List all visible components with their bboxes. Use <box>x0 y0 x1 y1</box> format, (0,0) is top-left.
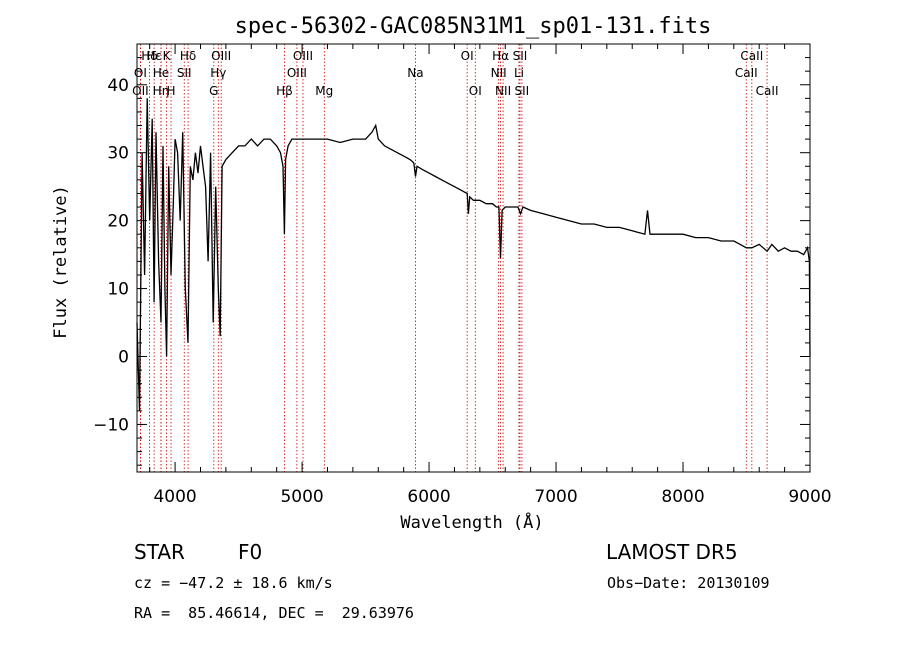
ra-dec: RA = 85.46614, DEC = 29.63976 <box>134 604 414 622</box>
marker-label-11: Hγ <box>210 66 226 80</box>
line-marker-labels: Hδ OI OII Hε Hη He K H Hδ SII OIII Hγ G Hβ OIII OIII Mg N… <box>132 49 778 98</box>
spectrum-line <box>136 98 811 411</box>
marker-label-3: Hε <box>146 49 162 63</box>
x-tick-label: 6000 <box>407 487 450 507</box>
x-tick-label: 5000 <box>280 487 323 507</box>
marker-label-24: Li <box>514 66 524 80</box>
cz-velocity: cz = −47.2 ± 18.6 km/s <box>134 574 333 592</box>
y-tick-label: −10 <box>93 415 129 435</box>
line-markers <box>140 44 768 472</box>
marker-label-27: CaII <box>735 66 758 80</box>
marker-label-5: He <box>153 66 169 80</box>
y-tick-label: 20 <box>107 212 129 232</box>
y-axis-label: Flux (relative) <box>51 185 71 339</box>
marker-label-21: NII <box>491 66 507 80</box>
x-axis-label: Wavelength (Å) <box>400 511 543 533</box>
chart-title: spec-56302-GAC085N31M1_sp01-131.fits <box>235 14 712 39</box>
x-tick-label: 4000 <box>153 487 196 507</box>
marker-label-28: CaII <box>756 84 779 98</box>
marker-label-15: OIII <box>287 66 307 80</box>
x-tick-label: 9000 <box>788 487 831 507</box>
marker-label-13: Hβ <box>276 84 293 98</box>
x-tick-label: 8000 <box>661 487 704 507</box>
class-label: STAR <box>134 540 185 564</box>
marker-label-4: Hη <box>153 84 170 98</box>
marker-label-2: OII <box>132 84 149 98</box>
marker-label-14: OIII <box>293 49 313 63</box>
subclass-label: F0 <box>238 540 263 564</box>
marker-label-0: Hδ <box>141 49 157 63</box>
marker-label-20: Hα <box>492 49 509 63</box>
plot-frame <box>136 43 811 473</box>
marker-label-18: OI <box>461 49 474 63</box>
marker-label-22: NII <box>495 84 511 98</box>
marker-label-17: Na <box>407 66 423 80</box>
y-axis: −10 0 10 20 30 40 <box>93 43 810 466</box>
x-tick-label: 7000 <box>534 487 577 507</box>
marker-label-1: OI <box>134 66 147 80</box>
marker-label-19: OI <box>469 84 482 98</box>
y-tick-label: 10 <box>107 280 129 300</box>
marker-label-16: Mg <box>315 84 333 98</box>
y-tick-label: 30 <box>107 144 129 164</box>
marker-label-26: CaII <box>740 49 763 63</box>
marker-label-10: OIII <box>211 49 231 63</box>
marker-label-9: SII <box>177 66 192 80</box>
x-axis: 4000 5000 6000 7000 8000 9000 <box>149 44 832 507</box>
survey-label: LAMOST DR5 <box>606 540 738 564</box>
marker-label-25: SII <box>515 84 530 98</box>
y-tick-label: 40 <box>107 76 129 96</box>
marker-label-7: H <box>167 84 176 98</box>
marker-label-6: K <box>163 49 172 63</box>
marker-label-23: SII <box>513 49 528 63</box>
obs-date: Obs−Date: 20130109 <box>607 574 770 592</box>
y-tick-label: 0 <box>118 348 129 368</box>
marker-label-8: Hδ <box>180 49 196 63</box>
marker-label-12: G <box>209 84 218 98</box>
